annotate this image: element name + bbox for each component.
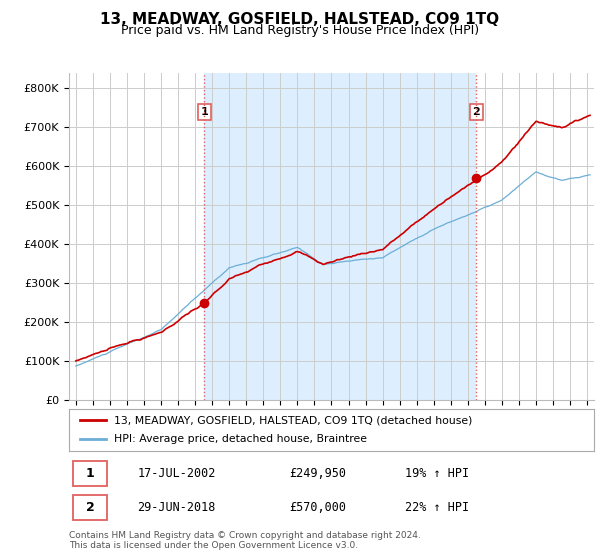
Text: 29-JUN-2018: 29-JUN-2018 [137,501,215,514]
Text: £249,950: £249,950 [290,467,347,480]
Text: 1: 1 [86,467,94,480]
Text: 22% ↑ HPI: 22% ↑ HPI [405,501,469,514]
Text: £570,000: £570,000 [290,501,347,514]
Text: 2: 2 [472,107,480,117]
Text: HPI: Average price, detached house, Braintree: HPI: Average price, detached house, Brai… [113,435,367,445]
Bar [205,73,476,400]
FancyBboxPatch shape [73,495,107,520]
Text: Price paid vs. HM Land Registry's House Price Index (HPI): Price paid vs. HM Land Registry's House … [121,24,479,36]
Text: 13, MEADWAY, GOSFIELD, HALSTEAD, CO9 1TQ (detached house): 13, MEADWAY, GOSFIELD, HALSTEAD, CO9 1TQ… [113,415,472,425]
Text: 13, MEADWAY, GOSFIELD, HALSTEAD, CO9 1TQ: 13, MEADWAY, GOSFIELD, HALSTEAD, CO9 1TQ [100,12,500,27]
Text: 17-JUL-2002: 17-JUL-2002 [137,467,215,480]
Text: Contains HM Land Registry data © Crown copyright and database right 2024.
This d: Contains HM Land Registry data © Crown c… [69,531,421,550]
Text: 1: 1 [200,107,208,117]
FancyBboxPatch shape [73,461,107,486]
Text: 2: 2 [86,501,94,514]
Text: 19% ↑ HPI: 19% ↑ HPI [405,467,469,480]
